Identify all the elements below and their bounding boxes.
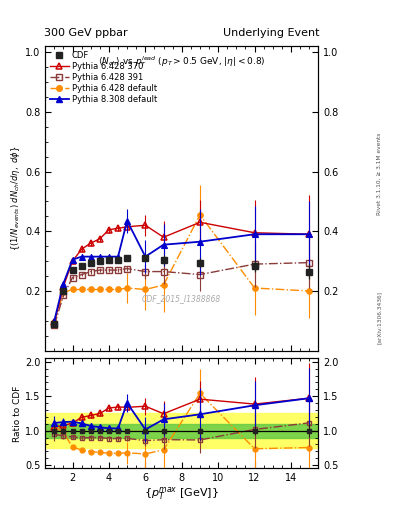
Text: 300 GeV ppbar: 300 GeV ppbar bbox=[44, 29, 127, 38]
Text: CDF_2015_I1388868: CDF_2015_I1388868 bbox=[142, 294, 221, 304]
Text: Rivet 3.1.10, ≥ 3.1M events: Rivet 3.1.10, ≥ 3.1M events bbox=[377, 133, 382, 215]
Text: Underlying Event: Underlying Event bbox=[223, 29, 320, 38]
Text: [arXiv:1306.3436]: [arXiv:1306.3436] bbox=[377, 291, 382, 344]
Text: $\langle N_{ch}\rangle$ vs $p_T^{lead}$ ($p_T > 0.5$ GeV, $|\eta| < 0.8$): $\langle N_{ch}\rangle$ vs $p_T^{lead}$ … bbox=[98, 54, 266, 69]
Y-axis label: $\{(1/N_{events})\ dN_{ch}/d\eta,\ d\phi\}$: $\{(1/N_{events})\ dN_{ch}/d\eta,\ d\phi… bbox=[9, 146, 22, 251]
X-axis label: $\{p_T^{max}$ [GeV]$\}$: $\{p_T^{max}$ [GeV]$\}$ bbox=[144, 485, 219, 502]
Legend: CDF, Pythia 6.428 370, Pythia 6.428 391, Pythia 6.428 default, Pythia 8.308 defa: CDF, Pythia 6.428 370, Pythia 6.428 391,… bbox=[48, 49, 160, 107]
Y-axis label: Ratio to CDF: Ratio to CDF bbox=[13, 385, 22, 442]
